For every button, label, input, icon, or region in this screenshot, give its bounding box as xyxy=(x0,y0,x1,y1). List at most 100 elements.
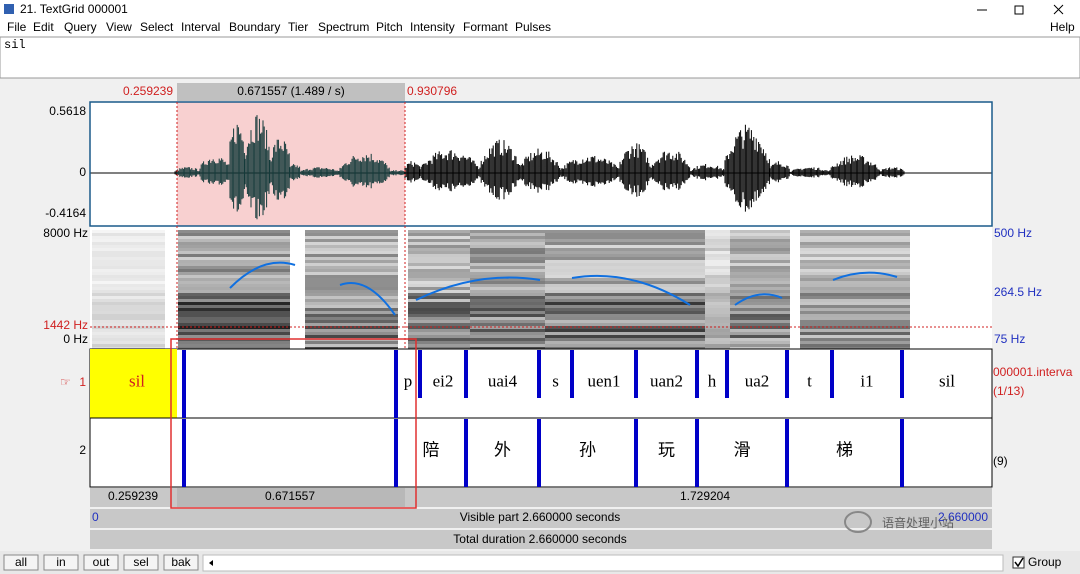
spectrogram-cell xyxy=(730,320,790,323)
menu-item[interactable]: Help xyxy=(1050,20,1075,34)
menu-item[interactable]: Formant xyxy=(463,20,508,34)
spectrogram-cell xyxy=(730,344,790,347)
button-label[interactable]: bak xyxy=(171,555,191,569)
time-label: 0.930796 xyxy=(407,84,457,98)
spectrogram-cell xyxy=(470,242,545,245)
watermark: 语音处理小站 xyxy=(882,515,954,530)
spectrogram-cell xyxy=(705,251,730,254)
button-label[interactable]: sel xyxy=(133,555,148,569)
visible-part[interactable]: Visible part 2.660000 seconds xyxy=(460,510,621,524)
spectrogram-cell xyxy=(178,233,290,236)
interval-label: uan2 xyxy=(650,371,683,390)
menu-item[interactable]: Query xyxy=(64,20,97,34)
spectrogram-cell xyxy=(408,245,470,248)
spectrogram-cell xyxy=(178,341,290,344)
spectrogram-cell xyxy=(305,341,398,344)
spectrogram-cell xyxy=(92,314,165,317)
spectrogram-cell xyxy=(705,242,730,245)
button[interactable] xyxy=(123,554,159,571)
button[interactable] xyxy=(163,554,199,571)
spectrogram-cell xyxy=(800,254,910,257)
spectrogram-cell xyxy=(705,275,730,278)
spectrogram-cell xyxy=(305,287,398,290)
menu-item[interactable]: Pulses xyxy=(515,20,551,34)
menu-item[interactable]: File xyxy=(7,20,27,34)
spectrogram-cell xyxy=(730,242,790,245)
spectrogram-cell xyxy=(545,317,705,320)
pitch-curve xyxy=(415,276,541,301)
spectrogram-cell xyxy=(408,293,470,296)
close[interactable] xyxy=(1053,4,1064,15)
pitch-curve xyxy=(339,282,396,316)
spectrogram-cell xyxy=(92,308,165,311)
spectrogram-cell xyxy=(92,257,165,260)
menu-item[interactable]: Boundary xyxy=(229,20,280,34)
spectrogram-cell xyxy=(305,236,398,239)
spectrogram-cell xyxy=(92,317,165,320)
spectrogram-cell xyxy=(470,263,545,266)
menu-item[interactable]: Interval xyxy=(181,20,220,34)
spectrogram-cell xyxy=(800,305,910,308)
spectrogram-cell xyxy=(305,245,398,248)
spectrogram-cell xyxy=(705,302,730,305)
interval-label: sil xyxy=(939,371,955,390)
interval-label: ua2 xyxy=(745,371,770,390)
spectrogram-cell xyxy=(305,257,398,260)
group-label[interactable]: Group xyxy=(1028,555,1062,569)
scrollbar[interactable] xyxy=(202,554,1004,572)
menu-item[interactable]: Intensity xyxy=(410,20,455,34)
text-field[interactable] xyxy=(0,36,1080,79)
button-label[interactable]: in xyxy=(56,555,65,569)
duration-label: 0.259239 xyxy=(108,489,158,503)
button-label[interactable]: out xyxy=(93,555,110,569)
spectrogram-cell xyxy=(705,338,730,341)
menu-item[interactable]: Select xyxy=(140,20,174,34)
interval-label: 滑 xyxy=(734,440,751,459)
menu-item[interactable]: Edit xyxy=(33,20,54,34)
spectrogram-cell xyxy=(408,299,470,302)
spectrogram-cell xyxy=(730,263,790,266)
button[interactable] xyxy=(43,554,79,571)
spectrogram-cell xyxy=(305,242,398,245)
group-checkbox[interactable] xyxy=(1012,556,1025,569)
restore[interactable] xyxy=(1014,5,1024,15)
waveform-border xyxy=(89,101,993,227)
spectrogram-cell xyxy=(178,245,290,248)
scroll-left[interactable] xyxy=(209,560,213,566)
spectrogram-cell xyxy=(705,311,730,314)
button[interactable] xyxy=(3,554,39,571)
pitch-curve xyxy=(832,271,898,281)
spectrogram-cell xyxy=(305,314,398,317)
spectrogram-cell xyxy=(730,251,790,254)
menu-item[interactable]: View xyxy=(106,20,132,34)
menu-item[interactable]: Tier xyxy=(288,20,308,34)
spectrogram-cell xyxy=(92,335,165,338)
spectrogram-cell xyxy=(545,272,705,275)
spectrogram-cell xyxy=(545,266,705,269)
spectrogram-cell xyxy=(92,263,165,266)
spectrogram-cell xyxy=(178,323,290,326)
menu-item[interactable]: Pitch xyxy=(376,20,403,34)
button-label[interactable]: all xyxy=(15,555,27,569)
spectrogram-cell xyxy=(800,308,910,311)
spectrogram-cell xyxy=(800,236,910,239)
spectrogram-cell xyxy=(408,239,470,242)
spectrogram-cell xyxy=(305,260,398,263)
interval-label: 孙 xyxy=(579,440,596,459)
spectrogram-cell xyxy=(730,278,790,281)
spectrogram-cell xyxy=(545,326,705,329)
menu-item[interactable]: Spectrum xyxy=(318,20,369,34)
spectrogram-cell xyxy=(800,245,910,248)
spectrogram-cell xyxy=(178,236,290,239)
total-duration[interactable]: Total duration 2.660000 seconds xyxy=(453,532,626,546)
spectrogram-cell xyxy=(800,323,910,326)
spectrogram-cell xyxy=(545,314,705,317)
spectrogram-cell xyxy=(178,275,290,278)
spectrogram-cell xyxy=(178,314,290,317)
spectrogram-cell xyxy=(800,290,910,293)
duration-selection xyxy=(177,488,405,507)
button[interactable] xyxy=(83,554,119,571)
spectrogram-cell xyxy=(92,293,165,296)
spectrogram-cell xyxy=(305,269,398,272)
spectrogram-cell xyxy=(408,329,470,332)
